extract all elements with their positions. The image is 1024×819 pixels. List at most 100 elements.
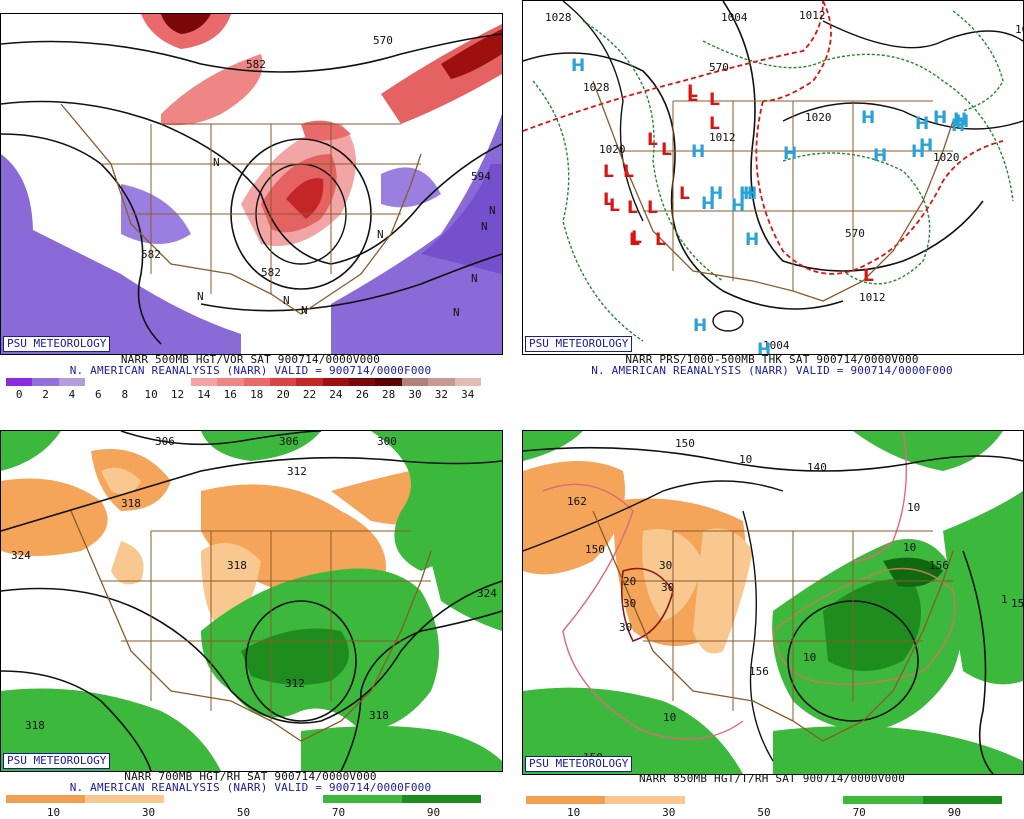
colorbar-labels: 10 30 50 70 90: [6, 806, 481, 819]
contour-label: 1020: [599, 143, 626, 156]
colorbar: [6, 795, 482, 803]
high-pressure-marker: H: [739, 184, 753, 204]
contour-label: 10: [907, 501, 920, 514]
contour-label: 1028: [583, 81, 610, 94]
panel-valid-line: N. AMERICAN REANALYSIS (NARR) VALID = 90…: [591, 364, 953, 377]
colorbar-label: 2: [42, 388, 49, 401]
colorbar-label: 32: [434, 388, 449, 401]
psu-meteorology-badge: PSU METEOROLOGY: [3, 336, 111, 352]
low-pressure-marker: L: [863, 266, 874, 286]
colorbar-label: 14: [197, 388, 211, 401]
high-pressure-marker: H: [951, 116, 965, 136]
panel-title: NARR 850MB HGT/T/RH SAT 900714/0000V000: [638, 772, 906, 785]
low-pressure-marker: L: [709, 114, 720, 134]
colorbar-label: 16: [223, 388, 237, 401]
contour-label: 312: [285, 677, 305, 690]
low-pressure-marker: L: [647, 130, 658, 150]
low-pressure-marker: L: [687, 82, 698, 102]
high-pressure-marker: H: [709, 184, 723, 204]
contour-label: N: [481, 220, 488, 233]
low-pressure-marker: L: [647, 198, 658, 218]
low-pressure-marker: L: [631, 228, 642, 248]
panel-valid-line: N. AMERICAN REANALYSIS (NARR) VALID = 90…: [69, 364, 432, 377]
contour-label: 10: [739, 453, 752, 466]
colorbar-swatch: [322, 378, 350, 386]
low-pressure-marker: L: [623, 162, 634, 182]
contour-label: 1012: [859, 291, 886, 304]
map-500mb: 582 570 582 582 594 N N N N N N N N N PSU METEOROLOGY: [0, 13, 503, 355]
colorbar-label: 70: [852, 806, 866, 819]
contour-label: 150: [1011, 597, 1023, 610]
colorbar-swatch: [322, 795, 402, 803]
high-pressure-marker: H: [571, 56, 585, 76]
psu-meteorology-badge: PSU METEOROLOGY: [3, 753, 111, 769]
high-pressure-marker: H: [743, 184, 757, 204]
colorbar-swatch: [922, 796, 1002, 804]
panel-valid-line: N. AMERICAN REANALYSIS (NARR) VALID = 90…: [69, 781, 432, 794]
contour-label: 318: [121, 497, 141, 510]
contour-label: 30: [619, 621, 632, 634]
panel-prs-thk: 1028 1004 1012 1028 1020 1020 1020 1012 570 570 10…: [522, 0, 1024, 400]
contour-label: 594: [471, 170, 491, 183]
low-pressure-marker: L: [679, 184, 690, 204]
colorbar-label: 10: [46, 806, 61, 819]
contour-label: 1004: [763, 339, 790, 352]
contour-label: 1012: [799, 9, 826, 22]
contour-label: N: [283, 294, 290, 307]
colorbar-swatch: [401, 795, 482, 803]
colorbar-label: 6: [95, 388, 102, 401]
contour-label: 162: [567, 495, 587, 508]
contour-label: 570: [845, 227, 865, 240]
high-pressure-marker: H: [933, 108, 947, 128]
contour-label: 150: [675, 437, 695, 450]
map-850mb: 1621501561501501501561140101010101020303…: [522, 430, 1024, 775]
colorbar: [526, 796, 1002, 804]
low-pressure-marker: L: [609, 196, 620, 216]
colorbar-label: 8: [121, 388, 129, 401]
colorbar-swatch: [243, 795, 323, 803]
contour-label: 324: [11, 549, 31, 562]
contour-label: 318: [25, 719, 45, 732]
high-pressure-marker: H: [911, 142, 925, 162]
colorbar-swatch: [763, 796, 844, 804]
colorbar-label: 10: [144, 388, 158, 401]
contour-label: 1012: [709, 131, 736, 144]
contour-label: 20: [623, 575, 636, 588]
panel-500mb: 582 570 582 582 594 N N N N N N N N N PSU METEOROLOGY…: [0, 0, 512, 401]
colorbar-label: 90: [947, 806, 962, 819]
colorbar-label: 18: [250, 388, 264, 401]
contour-label: 30: [661, 581, 674, 594]
contour-label: 1020: [933, 151, 960, 164]
low-pressure-marker: L: [603, 190, 614, 210]
contour-label: 324: [477, 587, 497, 600]
high-pressure-marker: H: [693, 316, 707, 336]
colorbar-label: 30: [408, 388, 422, 401]
colorbar-swatch: [454, 378, 482, 386]
contour-label: 306: [155, 435, 175, 448]
contour-label: 570: [709, 61, 729, 74]
colorbar-label: 50: [236, 806, 251, 819]
colorbar-swatch: [843, 796, 923, 804]
contour-label: N: [213, 156, 220, 169]
colorbar-swatch: [58, 378, 86, 386]
contour-label: 30: [659, 559, 672, 572]
colorbar-label: 26: [355, 388, 369, 401]
colorbar-swatch: [137, 378, 165, 386]
colorbar-swatch: [164, 795, 244, 803]
panel-850mb: 1621501561501501501561140101010101020303…: [522, 418, 1024, 819]
colorbar-swatch: [526, 796, 606, 804]
colorbar-label: 90: [426, 806, 441, 819]
contour-label: N: [489, 204, 496, 217]
contour-label: 306: [279, 435, 299, 448]
colorbar-label: 4: [68, 388, 76, 401]
colorbar-label: 12: [170, 388, 185, 401]
colorbar-swatch: [164, 378, 191, 386]
colorbar-labels: 10 30 50 70 90: [526, 806, 1002, 819]
colorbar-swatch: [32, 378, 59, 386]
colorbar-swatch: [217, 378, 244, 386]
contour-label: 1: [1001, 593, 1008, 606]
colorbar-swatch: [269, 378, 297, 386]
colorbar-swatch: [85, 378, 112, 386]
contour-label: 582: [261, 266, 281, 279]
high-pressure-marker: H: [783, 144, 797, 164]
